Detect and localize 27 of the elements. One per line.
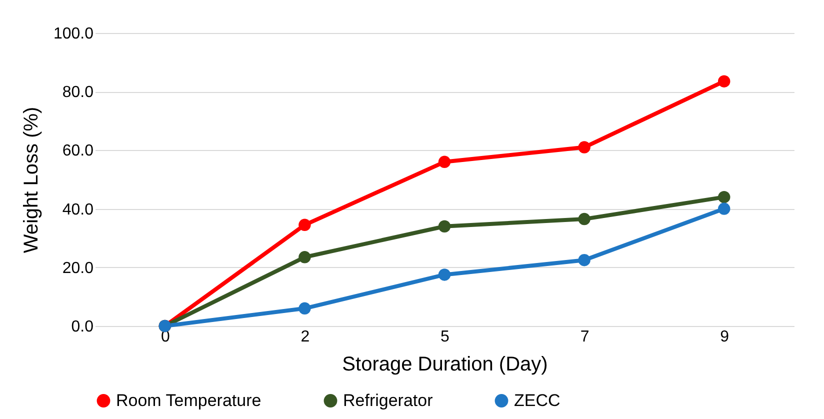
point bbox=[298, 218, 311, 232]
x-tick-label: 7 bbox=[580, 328, 590, 346]
point bbox=[438, 220, 451, 232]
x-tick-label: 5 bbox=[440, 328, 450, 346]
point bbox=[298, 251, 311, 264]
legend-label: ZECC bbox=[514, 390, 560, 410]
legend-label: Refrigerator bbox=[343, 390, 434, 410]
x-tick-label: 2 bbox=[300, 328, 310, 346]
y-tick-label: 60.0 bbox=[62, 142, 94, 160]
point bbox=[298, 302, 311, 315]
y-tick-label: 0.0 bbox=[71, 318, 94, 336]
y-tick-label: 100.0 bbox=[53, 26, 94, 42]
point bbox=[718, 190, 730, 204]
x-axis-title: Storage Duration (Day) bbox=[342, 354, 548, 376]
point bbox=[578, 254, 590, 266]
point bbox=[718, 202, 730, 215]
y-axis-title: Weight Loss (%) bbox=[20, 106, 42, 254]
point bbox=[718, 75, 730, 88]
point bbox=[438, 156, 451, 168]
y-tick-label: 40.0 bbox=[62, 201, 94, 218]
y-tick-label: 80.0 bbox=[62, 84, 94, 102]
x-tick-label: 9 bbox=[720, 328, 730, 346]
point bbox=[578, 212, 590, 226]
y-tick-label: 20.0 bbox=[62, 260, 94, 277]
point bbox=[438, 268, 451, 281]
point bbox=[578, 141, 590, 154]
legend-label: Room Temperature bbox=[116, 390, 262, 410]
